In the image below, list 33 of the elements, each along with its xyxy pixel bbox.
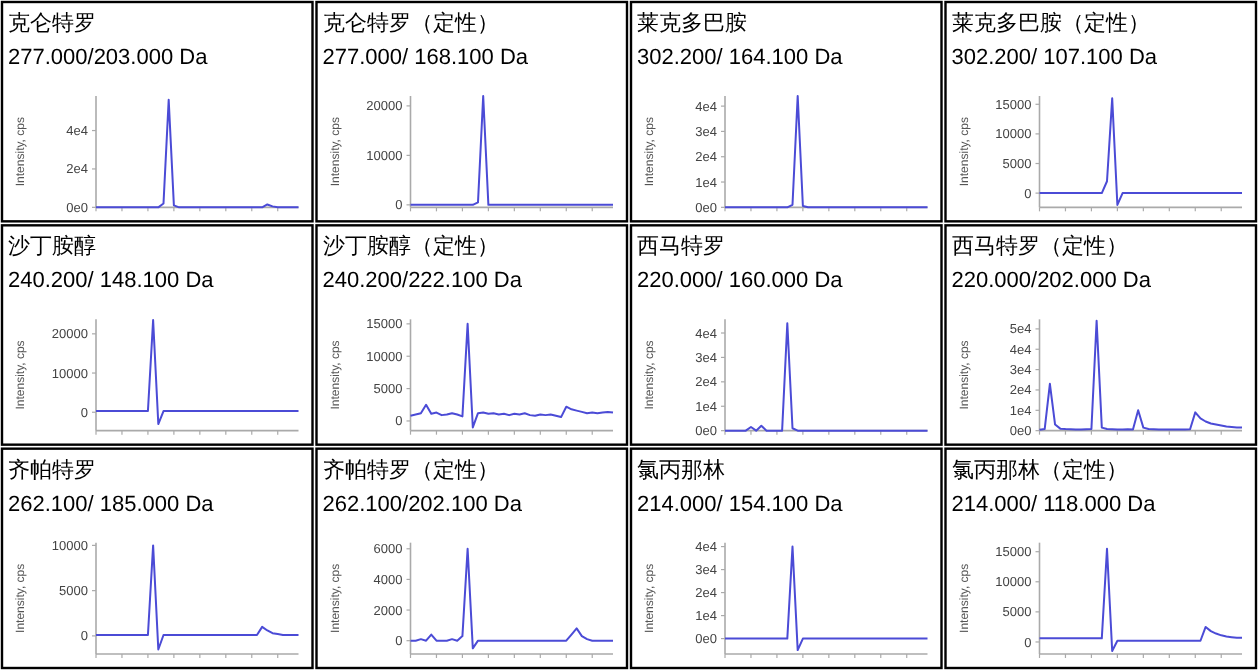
chart-subtitle: 277.000/ 168.100 Da [322,46,530,70]
chart-title: 齐帕特罗（定性） [322,456,499,483]
chart-subtitle: 262.100/ 185.000 Da [8,492,216,517]
chart-title: 西马特罗 [637,233,725,260]
chart-subtitle: 220.000/ 160.000 Da [637,269,845,294]
chart-title: 齐帕特罗 [8,456,96,483]
line-series [724,322,929,432]
chart-subtitle: 214.000/ 154.100 Da [637,492,845,517]
chart-title: 沙丁胺醇 [8,233,96,260]
line-series [1038,319,1243,431]
line-series [409,322,614,429]
line-series [1038,547,1243,652]
chart-subtitle: 214.000/ 118.000 Da [951,492,1158,517]
chart-title: 氯丙那林 [637,456,725,483]
chart-subtitle: 262.100/202.100 Da [322,492,524,517]
chart-title: 莱克多巴胺（定性） [951,10,1150,36]
line-series [1038,97,1243,206]
chart-subtitle: 277.000/203.000 Da [8,46,210,70]
chart-subtitle: 302.200/ 107.100 Da [951,46,1159,70]
chart-title: 氯丙那林（定性） [951,456,1128,483]
line-series [95,544,300,651]
chart-subtitle: 240.200/222.100 Da [322,269,524,294]
chart-subtitle: 302.200/ 164.100 Da [637,46,845,70]
chart-title: 沙丁胺醇（定性） [322,233,499,260]
chart-subtitle: 240.200/ 148.100 Da [8,269,216,294]
line-series [409,547,614,650]
chart-title: 克仑特罗（定性） [322,10,499,36]
line-series [724,95,929,209]
chart-subtitle: 220.000/202.000 Da [951,269,1153,294]
chart-title: 西马特罗（定性） [951,233,1128,260]
line-series [95,98,300,209]
chart-title: 莱克多巴胺 [637,10,747,36]
chart-title: 克仑特罗 [8,10,96,36]
